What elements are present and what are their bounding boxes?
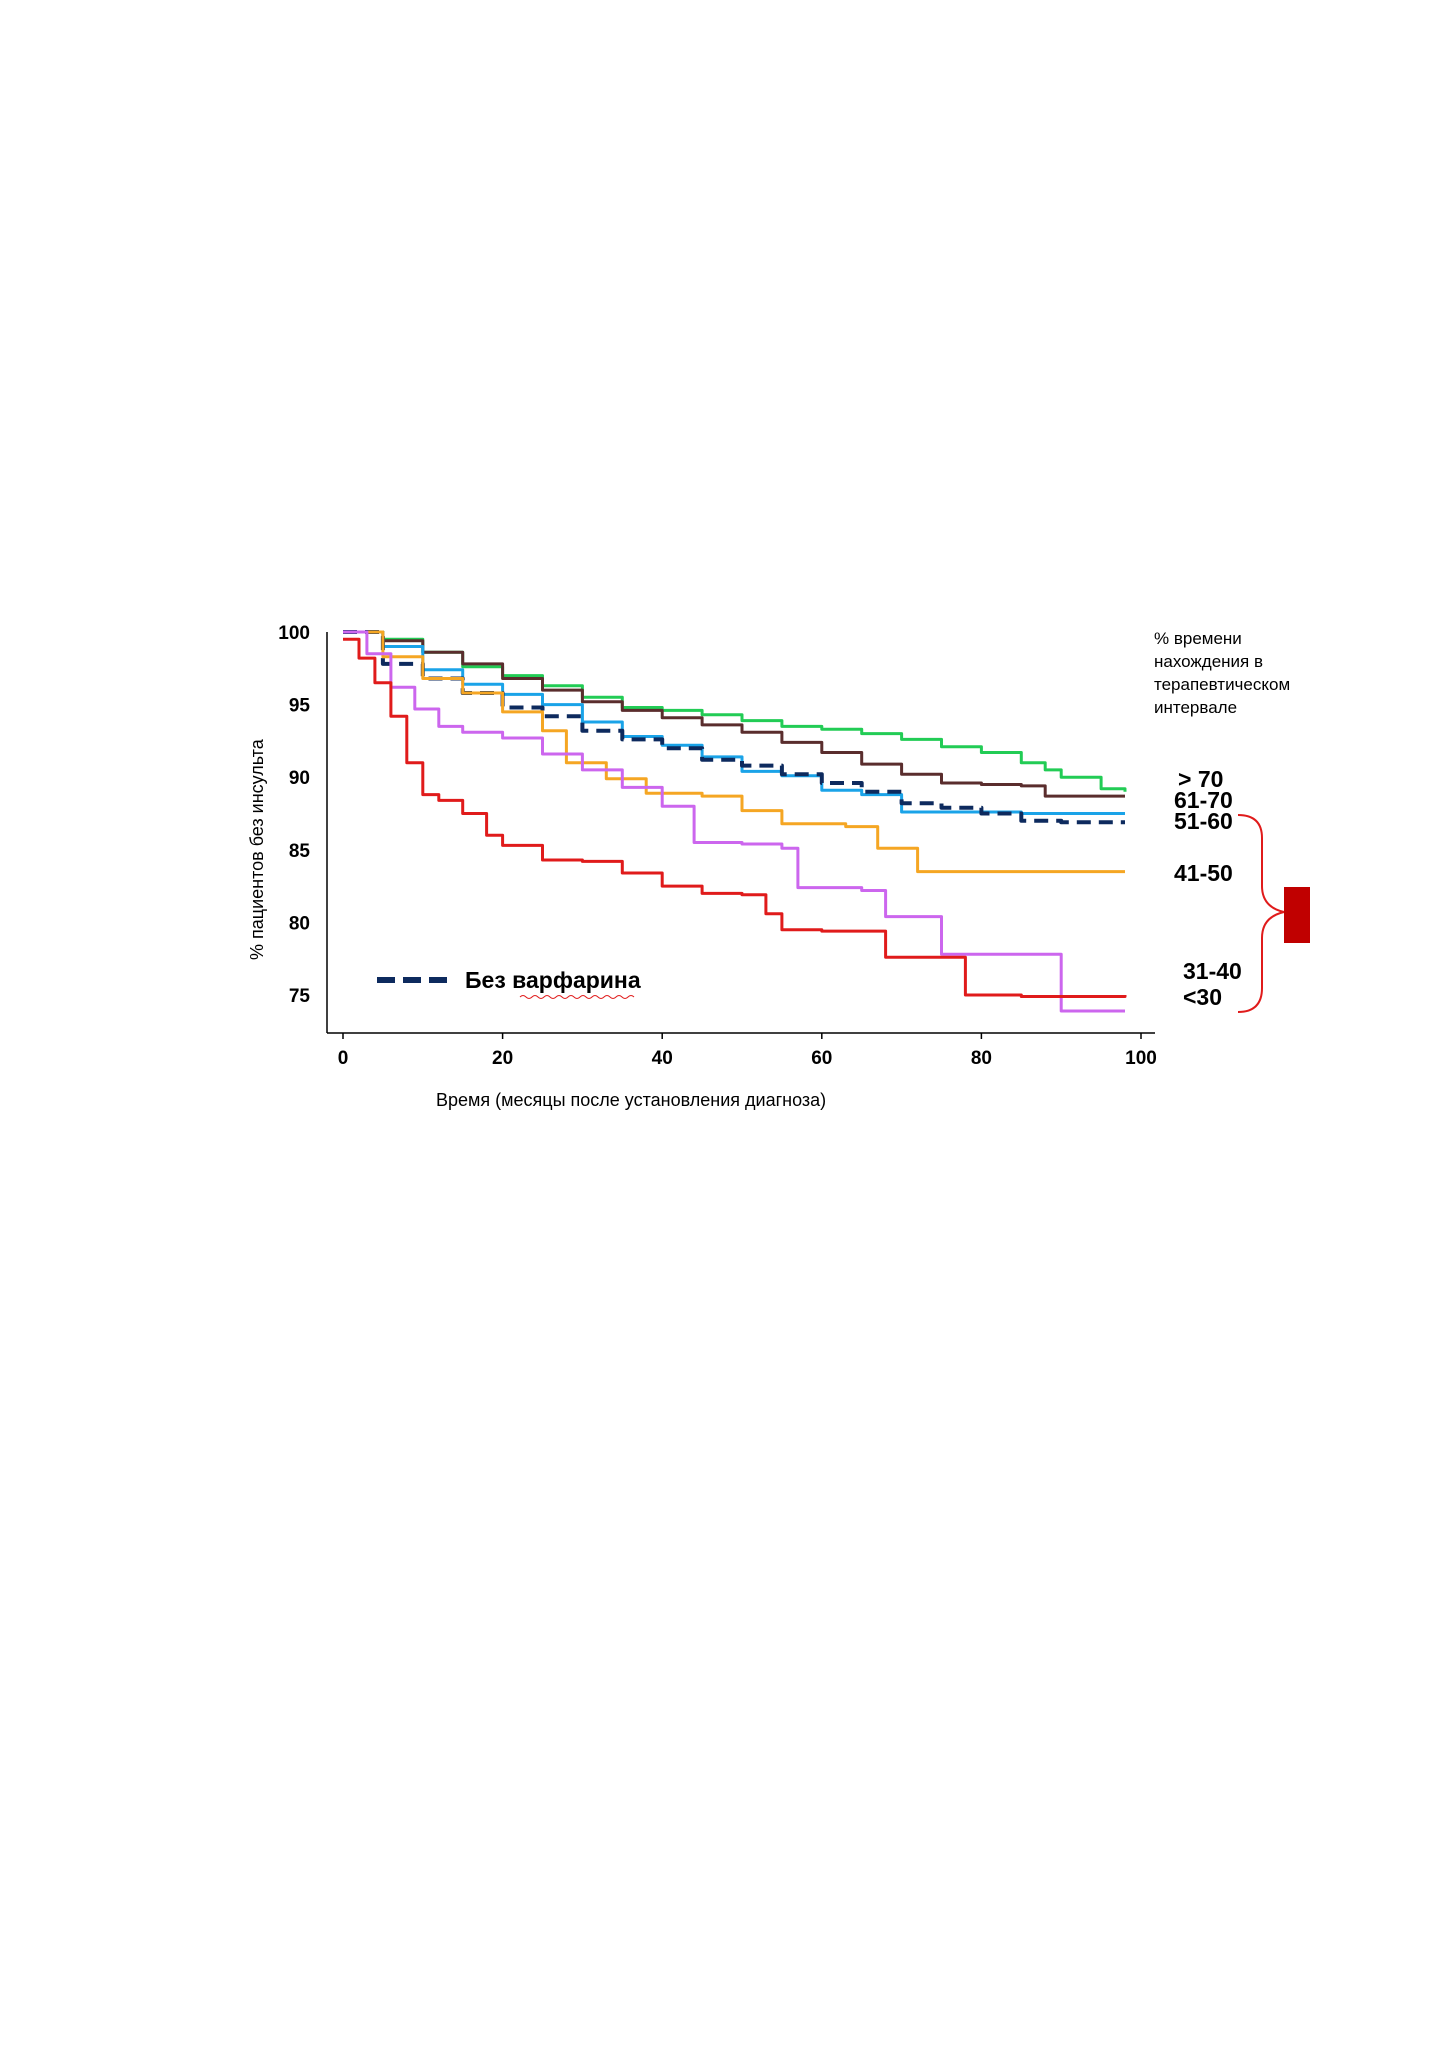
no-warfarin-spellcheck-underline [519,995,635,999]
x-tick-label-0: 0 [338,1048,349,1069]
series-line-1 [343,630,1125,798]
curly-brace [1237,814,1285,1013]
y-tick-label-75: 75 [289,986,311,1007]
series-line-2 [343,630,1125,815]
legend-title-line-1: % времени [1154,629,1242,648]
legend-title-line-4: интервале [1154,698,1237,717]
band-label-41-50: 41-50 [1174,860,1233,886]
chart-axes [326,632,1155,1034]
x-tick-label-80: 80 [971,1048,992,1069]
x-tick-label-40: 40 [652,1048,673,1069]
red-marker-block [1284,887,1310,943]
x-axis-label: Время (месяцы после установления диагноз… [436,1090,826,1110]
series-layer [343,630,1127,1013]
x-tick-label-60: 60 [811,1048,832,1069]
series-line-4 [343,630,1125,874]
x-tick-label-20: 20 [492,1048,513,1069]
band-label-gt70: > 70 [1178,766,1223,792]
legend-title-line-2: нахождения в [1154,652,1263,671]
y-tick-label-85: 85 [289,841,311,862]
band-label-51-60: 51-60 [1174,808,1233,834]
y-tick-labels: 75 80 85 90 95 100 [278,623,310,1007]
band-label-lt30: <30 [1183,984,1222,1010]
legend-title: % времени нахождения в терапевтическом и… [1154,629,1295,717]
no-warfarin-label: Без варфарина [465,967,641,993]
legend-title-line-3: терапевтическом [1154,675,1290,694]
band-label-61-70: 61-70 [1174,787,1233,813]
series-line-0 [343,630,1127,792]
series-line-6 [343,637,1127,998]
x-tick-label-100: 100 [1125,1048,1157,1069]
y-tick-label-80: 80 [289,913,310,934]
series-line-5 [343,630,1125,1013]
y-tick-label-100: 100 [278,623,310,644]
y-tick-label-90: 90 [289,768,310,789]
band-label-31-40: 31-40 [1183,958,1242,984]
x-tick-labels: 0 20 40 60 80 100 [338,1033,1157,1069]
y-tick-label-95: 95 [289,696,311,717]
y-axis-label: % пациентов без инсульта [247,738,267,960]
